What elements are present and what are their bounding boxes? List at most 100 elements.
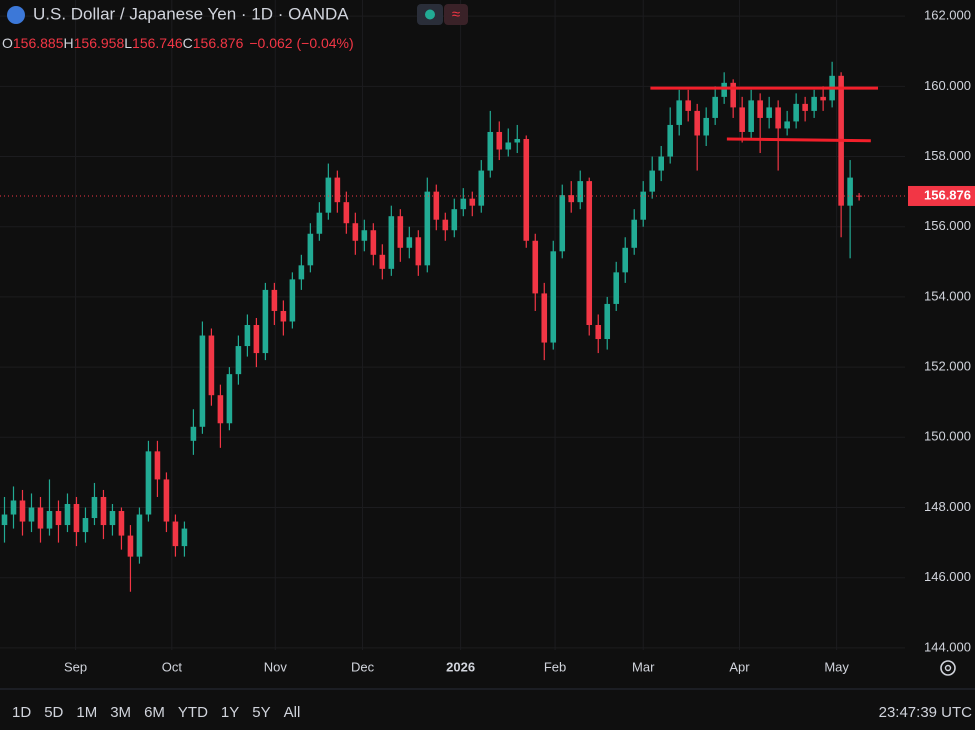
candle-body [712,96,718,118]
candle-body [694,110,700,136]
candle-body [298,265,305,280]
ohlc-value: 156.958 [74,35,125,51]
candle-body [766,107,772,118]
y-tick-label: 162.000 [924,8,971,23]
candle-body [658,156,664,171]
candle-body [676,100,682,125]
candle-body [1,514,8,526]
candle-body [244,325,251,347]
candle-body [802,103,808,111]
candle-body [793,103,799,122]
x-tick-label: Feb [544,659,566,674]
candle-body [181,528,188,547]
x-tick-label: Apr [729,659,750,674]
candle-body [109,511,116,526]
candle-body [64,503,71,526]
candle-body [379,254,386,269]
y-tick-label: 146.000 [924,569,971,584]
ohlc-label: C [183,35,193,51]
settings-icon[interactable] [940,660,956,676]
candle-body [523,138,530,241]
range-button[interactable]: 5D [44,704,63,721]
candle-body [433,191,440,220]
range-button[interactable]: 1D [12,704,31,721]
candle-body [811,96,817,111]
candle-body [685,100,691,111]
candle-body [649,170,656,192]
y-tick-label: 154.000 [924,288,971,303]
candle-body [505,142,512,150]
range-button[interactable]: 5Y [252,704,270,721]
y-tick-label: 156.000 [924,218,971,233]
last-price-box [908,185,975,206]
candle-body [352,223,359,241]
candle-body [343,202,350,224]
candle-body [235,346,242,375]
candle-body [73,503,80,533]
x-tick-label: May [824,659,849,674]
candle-body [667,124,673,157]
y-tick-label: 144.000 [924,639,971,654]
x-tick-label: Nov [264,659,288,674]
x-tick-label: Dec [351,659,375,674]
candle-body [10,500,17,515]
candle-body [424,191,431,266]
candle-body [451,209,458,231]
symbol-icon [7,6,25,24]
candle-body [442,219,449,231]
x-tick-label: Oct [162,659,183,674]
candle-body [127,535,134,557]
candle-body [550,251,557,343]
ohlc-label: O [2,35,13,51]
ohlc-label: L [124,35,132,51]
candle-body [496,131,503,150]
candle-body [307,233,314,266]
candle-body [856,195,862,197]
candle-body [730,82,736,108]
range-button[interactable]: 1M [76,704,97,721]
x-tick-label: Sep [64,659,87,674]
market-open-dot [425,9,435,20]
ohlc-value: 156.885 [13,35,64,51]
candle-body [568,195,575,203]
candle-body [514,138,521,143]
candle-body [334,177,341,203]
candle-body [262,289,269,354]
candle-body [271,289,278,311]
y-tick-label: 160.000 [924,78,971,93]
status-icon: ≈ [452,6,460,23]
candle-body [118,511,125,536]
ohlc-value: 156.746 [132,35,183,51]
candle-body [460,198,467,210]
candle-body [478,170,485,206]
status-pill [444,4,468,25]
y-tick-label: 148.000 [924,499,971,514]
candle-body [775,107,781,129]
candle-body [37,507,44,529]
candle-body [190,426,197,441]
candle-body [397,216,404,248]
candle-body [541,293,548,343]
candle-body [280,310,287,322]
clock: 23:47:39 UTC [879,704,973,721]
candle-body [604,303,611,340]
candle-body [172,521,179,547]
candle-body [199,335,206,427]
range-button[interactable]: 1Y [221,704,239,721]
candle-body [217,395,224,424]
y-tick-label: 158.000 [924,148,971,163]
y-tick-label: 150.000 [924,429,971,444]
candle-body [595,325,602,340]
range-button[interactable]: 3M [110,704,131,721]
range-button[interactable]: All [284,704,301,721]
range-button[interactable]: YTD [178,704,208,721]
candle-body [757,100,763,118]
chart-title: U.S. Dollar / Japanese Yen · 1D · OANDA [33,4,349,23]
candle-body [415,237,422,266]
candle-body [613,272,620,304]
x-tick-label: 2026 [446,659,475,674]
range-button[interactable]: 6M [144,704,165,721]
ohlc-label: H [64,35,74,51]
candle-body [586,181,593,325]
